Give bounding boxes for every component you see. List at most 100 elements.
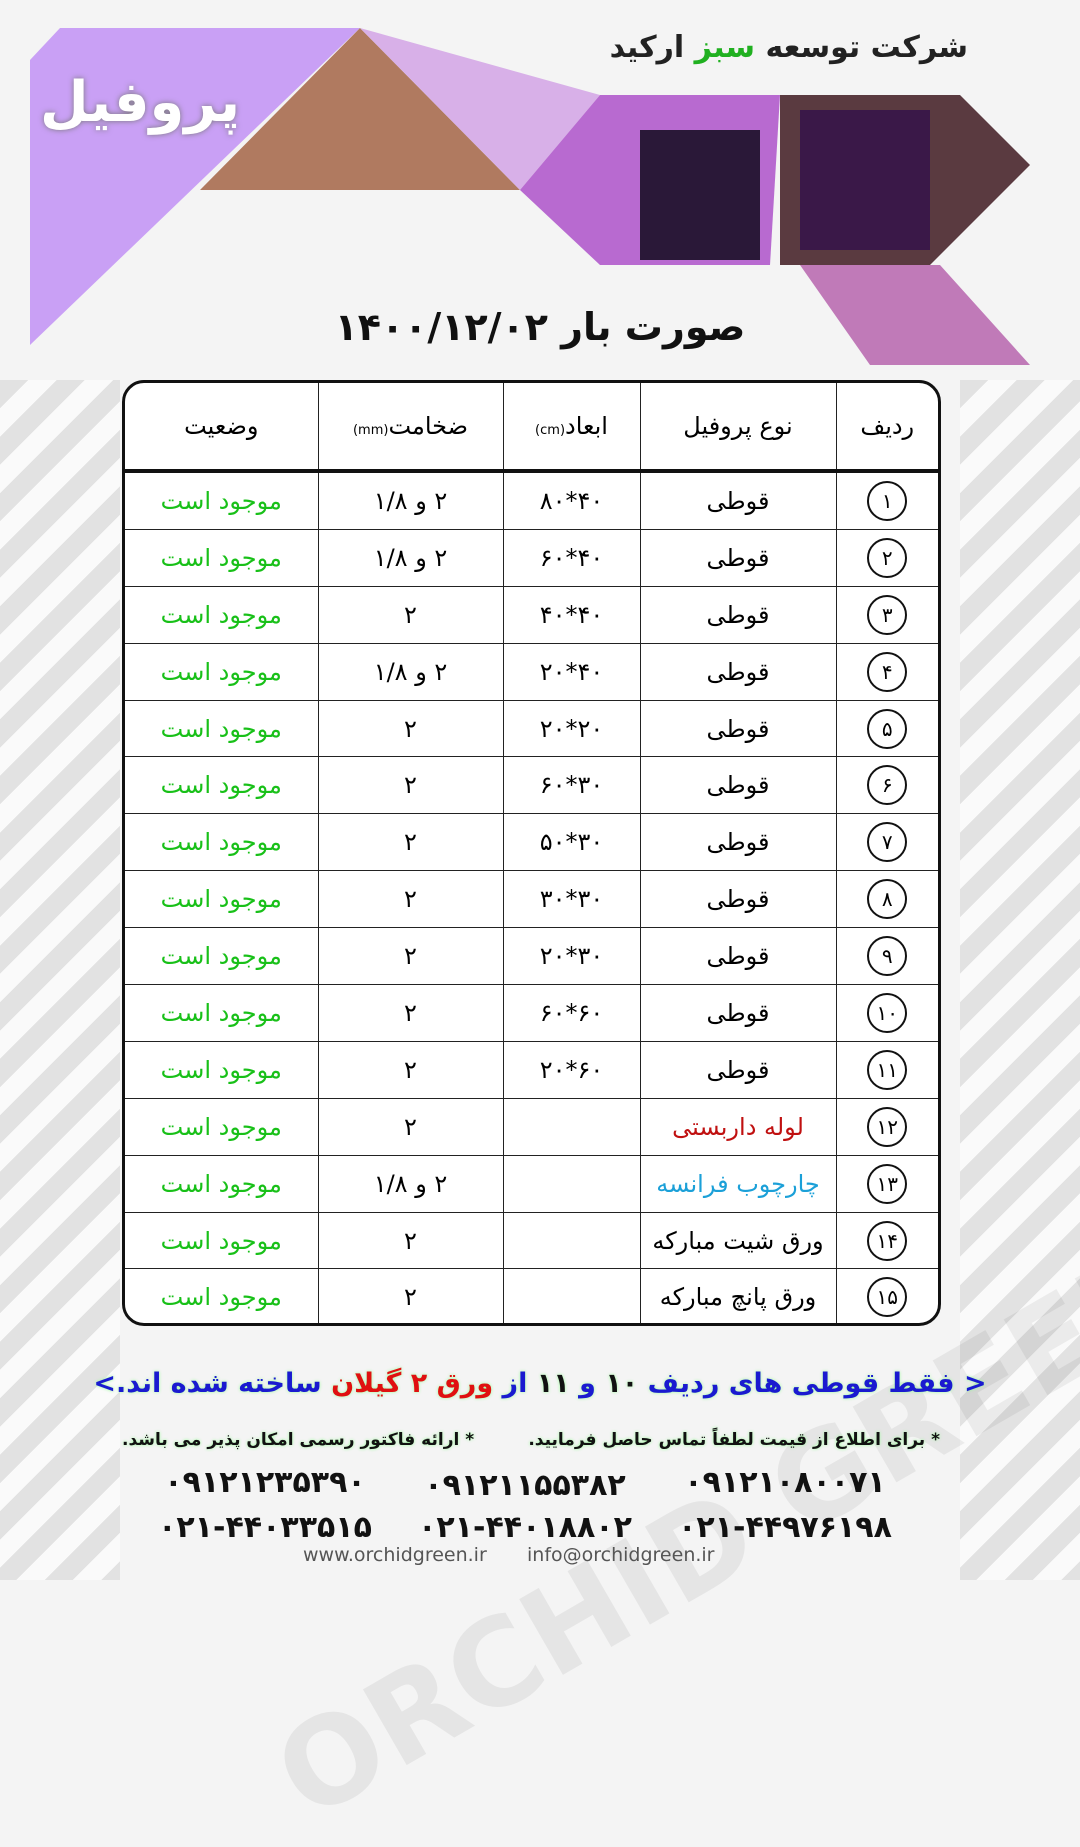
thickness: ۲	[317, 1268, 504, 1323]
dimensions: ۴۰*۶۰	[502, 528, 641, 587]
thickness: ۲	[317, 1097, 504, 1156]
table-row: ۱۴ ورق شیت مبارکه ۲ موجود است	[125, 1211, 938, 1270]
profile-type: قوطی	[639, 585, 837, 644]
dimensions	[502, 1154, 641, 1213]
table-row: ۱۲ لوله داربستی ۲ موجود است	[125, 1097, 938, 1156]
status: موجود است	[125, 756, 319, 815]
table-row: ۱۱ قوطی ۶۰*۲۰ ۲ موجود است	[125, 1040, 938, 1099]
table-row: ۲ قوطی ۴۰*۶۰ ۲ و ۱/۸ موجود است	[125, 528, 938, 587]
thickness: ۲	[317, 1040, 504, 1099]
profile-type: ورق شیت مبارکه	[639, 1211, 837, 1270]
status: موجود است	[125, 1097, 319, 1156]
phone-3: ۰۹۱۲۱۲۳۵۳۹۰	[164, 1465, 366, 1500]
dimensions: ۳۰*۳۰	[502, 870, 641, 929]
header-thickness: ضخامت(mm)	[317, 383, 504, 473]
table-row: ۹ قوطی ۳۰*۲۰ ۲ موجود است	[125, 927, 938, 986]
thickness: ۲	[317, 813, 504, 872]
table-row: ۱۵ ورق پانچ مبارکه ۲ موجود است	[125, 1268, 938, 1323]
row-number: ۹	[835, 927, 938, 986]
status: موجود است	[125, 927, 319, 986]
table-row: ۸ قوطی ۳۰*۳۰ ۲ موجود است	[125, 870, 938, 929]
thickness: ۲	[317, 870, 504, 929]
dimensions: ۳۰*۵۰	[502, 813, 641, 872]
date-title: صورت بار ۱۴۰۰/۱۲/۰۲	[334, 305, 746, 349]
profile-type: قوطی	[639, 528, 837, 587]
thickness: ۲ و ۱/۸	[317, 1154, 504, 1213]
table-row: ۱۰ قوطی ۶۰*۶۰ ۲ موجود است	[125, 984, 938, 1042]
status: موجود است	[125, 699, 319, 758]
dimensions	[502, 1097, 641, 1156]
row-number: ۷	[835, 813, 938, 872]
row-number: ۱۴	[835, 1211, 938, 1270]
table-row: ۵ قوطی ۲۰*۲۰ ۲ موجود است	[125, 699, 938, 758]
profile-type: قوطی	[639, 927, 837, 986]
profile-type: ورق پانچ مبارکه	[639, 1268, 837, 1323]
dimensions: ۴۰*۲۰	[502, 642, 641, 701]
profile-title: پروفیل	[40, 70, 241, 135]
dimensions: ۴۰*۸۰	[502, 471, 641, 530]
phone-5: ۰۲۱-۴۴۰۱۸۸۰۲	[418, 1510, 632, 1545]
status: موجود است	[125, 528, 319, 587]
dimensions: ۶۰*۶۰	[502, 984, 641, 1042]
profile-type: قوطی	[639, 642, 837, 701]
dimensions	[502, 1211, 641, 1270]
row-number: ۸	[835, 870, 938, 929]
row-number: ۶	[835, 756, 938, 815]
table-row: ۱ قوطی ۴۰*۸۰ ۲ و ۱/۸ موجود است	[125, 471, 938, 530]
row-number: ۱۰	[835, 984, 938, 1042]
header-banner	[30, 28, 1030, 365]
thickness: ۲ و ۱/۸	[317, 528, 504, 587]
profile-type: قوطی	[639, 699, 837, 758]
profile-type: چارچوب فرانسه	[639, 1154, 837, 1213]
table-row: ۴ قوطی ۴۰*۲۰ ۲ و ۱/۸ موجود است	[125, 642, 938, 701]
header-type: نوع پروفیل	[639, 383, 837, 473]
thickness: ۲	[317, 984, 504, 1042]
row-number: ۱۲	[835, 1097, 938, 1156]
status: موجود است	[125, 984, 319, 1042]
profile-table: ردیف نوع پروفیل ابعاد(cm) ضخامت(mm) وضعی…	[122, 380, 941, 1326]
invoice-info: * ارائه فاکتور رسمی امکان پذیر می باشد.	[122, 1430, 475, 1450]
status: موجود است	[125, 471, 319, 530]
status: موجود است	[125, 1040, 319, 1099]
table-row: ۱۳ چارچوب فرانسه ۲ و ۱/۸ موجود است	[125, 1154, 938, 1213]
row-number: ۱	[835, 471, 938, 530]
note: < فقط قوطی های ردیف ۱۰ و ۱۱ از ورق ۲ گیل…	[93, 1368, 987, 1399]
thickness: ۲	[317, 699, 504, 758]
row-number: ۱۵	[835, 1268, 938, 1323]
status: موجود است	[125, 813, 319, 872]
email-link[interactable]: info@orchidgreen.ir	[527, 1544, 715, 1566]
website-link[interactable]: www.orchidgreen.ir	[303, 1544, 487, 1566]
profile-type: قوطی	[639, 756, 837, 815]
status: موجود است	[125, 1211, 319, 1270]
row-number: ۲	[835, 528, 938, 587]
header-status: وضعیت	[125, 383, 319, 473]
thickness: ۲ و ۱/۸	[317, 471, 504, 530]
profile-type: قوطی	[639, 1040, 837, 1099]
profile-type: قوطی	[639, 870, 837, 929]
table-row: ۷ قوطی ۳۰*۵۰ ۲ موجود است	[125, 813, 938, 872]
thickness: ۲ و ۱/۸	[317, 642, 504, 701]
dimensions: ۳۰*۲۰	[502, 927, 641, 986]
profile-type: قوطی	[639, 984, 837, 1042]
price-info: * برای اطلاع از قیمت لطفاً تماس حاصل فرم…	[528, 1430, 940, 1450]
dimensions	[502, 1268, 641, 1323]
phone-6: ۰۲۱-۴۴۰۳۳۵۱۵	[158, 1510, 372, 1545]
dimensions: ۴۰*۴۰	[502, 585, 641, 644]
row-number: ۱۳	[835, 1154, 938, 1213]
company-name: شرکت توسعه سبز ارکید	[609, 30, 968, 65]
thickness: ۲	[317, 585, 504, 644]
phone-1: ۰۹۱۲۱۰۸۰۰۷۱	[684, 1465, 886, 1500]
row-number: ۳	[835, 585, 938, 644]
thickness: ۲	[317, 756, 504, 815]
profile-type: قوطی	[639, 813, 837, 872]
status: موجود است	[125, 1154, 319, 1213]
row-number: ۵	[835, 699, 938, 758]
dimensions: ۶۰*۲۰	[502, 1040, 641, 1099]
profile-type: لوله داربستی	[639, 1097, 837, 1156]
phone-2: ۰۹۱۲۱۱۵۵۳۸۲	[424, 1468, 626, 1503]
table-row: ۳ قوطی ۴۰*۴۰ ۲ موجود است	[125, 585, 938, 644]
background-pattern-left	[0, 380, 120, 1580]
profile-type: قوطی	[639, 471, 837, 530]
thickness: ۲	[317, 1211, 504, 1270]
status: موجود است	[125, 1268, 319, 1323]
